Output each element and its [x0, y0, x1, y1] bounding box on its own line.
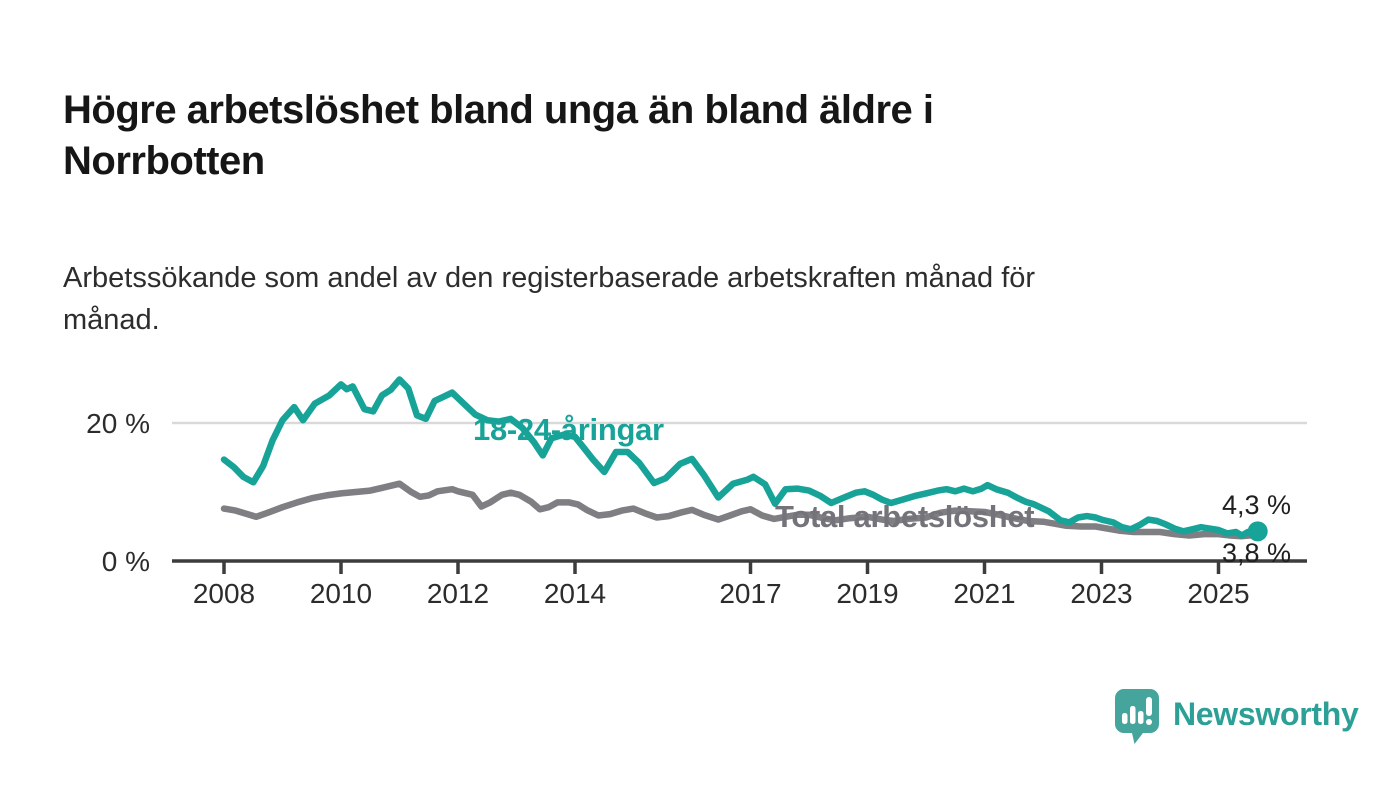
speech-bubble-shape	[1115, 689, 1159, 744]
x-tick-label-2008: 2008	[192, 578, 256, 609]
x-tick-label-2014: 2014	[543, 578, 607, 609]
x-tick-label-2021: 2021	[953, 578, 1016, 609]
x-tick-label-2017: 2017	[719, 578, 782, 609]
line-series-youth	[220, 376, 1261, 539]
newsworthy-bubble-icon	[1115, 689, 1159, 744]
end-value-youth: 4,3 %	[1222, 490, 1292, 520]
youth-series-end-dot	[1247, 521, 1268, 542]
x-tick-label-2025: 2025	[1187, 578, 1250, 609]
series-label-youth: 18-24-åringar	[473, 412, 664, 447]
x-tick-label-2010: 2010	[309, 578, 373, 609]
series-label-total: Total arbetslöshet	[775, 499, 1035, 534]
x-tick-label-2023: 2023	[1070, 578, 1133, 609]
x-tick-label-2019: 2019	[836, 578, 899, 609]
x-tick-label-2012: 2012	[426, 578, 490, 609]
line-series-total	[220, 480, 1261, 540]
page-subtitle: Arbetssökande som andel av den registerb…	[63, 262, 1036, 337]
y-tick-label-20: 20 %	[86, 408, 150, 439]
newsworthy-logo: Newsworthy	[1113, 686, 1359, 748]
y-tick-label-0: 0 %	[101, 546, 150, 577]
brand-name: Newsworthy	[1173, 695, 1359, 732]
end-value-total: 3,8 %	[1222, 538, 1292, 568]
page-title: Högre arbetslöshet bland unga än bland ä…	[63, 87, 934, 183]
